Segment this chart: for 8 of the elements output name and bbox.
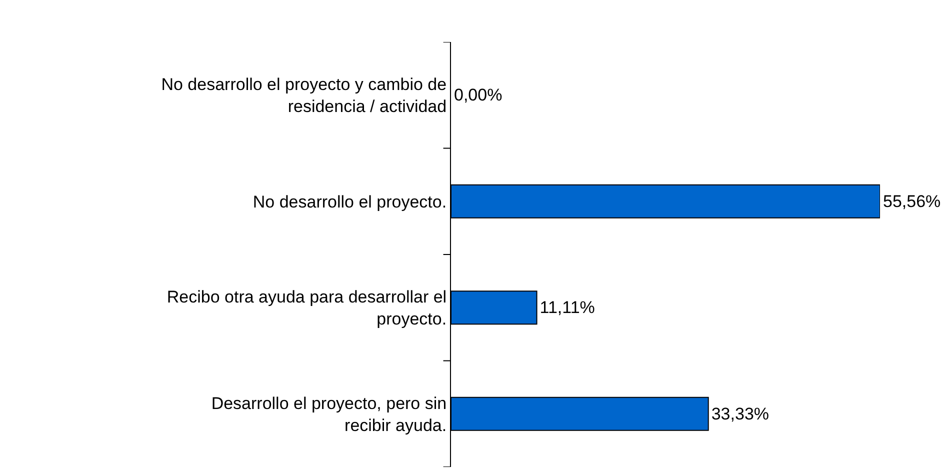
y-tick-label: No desarrollo el proyecto. <box>252 192 447 212</box>
y-tick-label: Desarrollo el proyecto, pero sin recibir ayuda. <box>211 394 447 435</box>
data-label: 0,00% <box>454 86 502 105</box>
y-tick-label: No desarrollo el proyecto y cambio de residencia / actividad <box>161 75 447 116</box>
data-label: 11,11% <box>540 298 595 318</box>
data-label: 33,33% <box>711 404 770 424</box>
y-tick-label: Recibo otra ayuda para desarrollar el proyecto. <box>166 288 447 329</box>
data-label: 55,56% <box>883 192 941 211</box>
